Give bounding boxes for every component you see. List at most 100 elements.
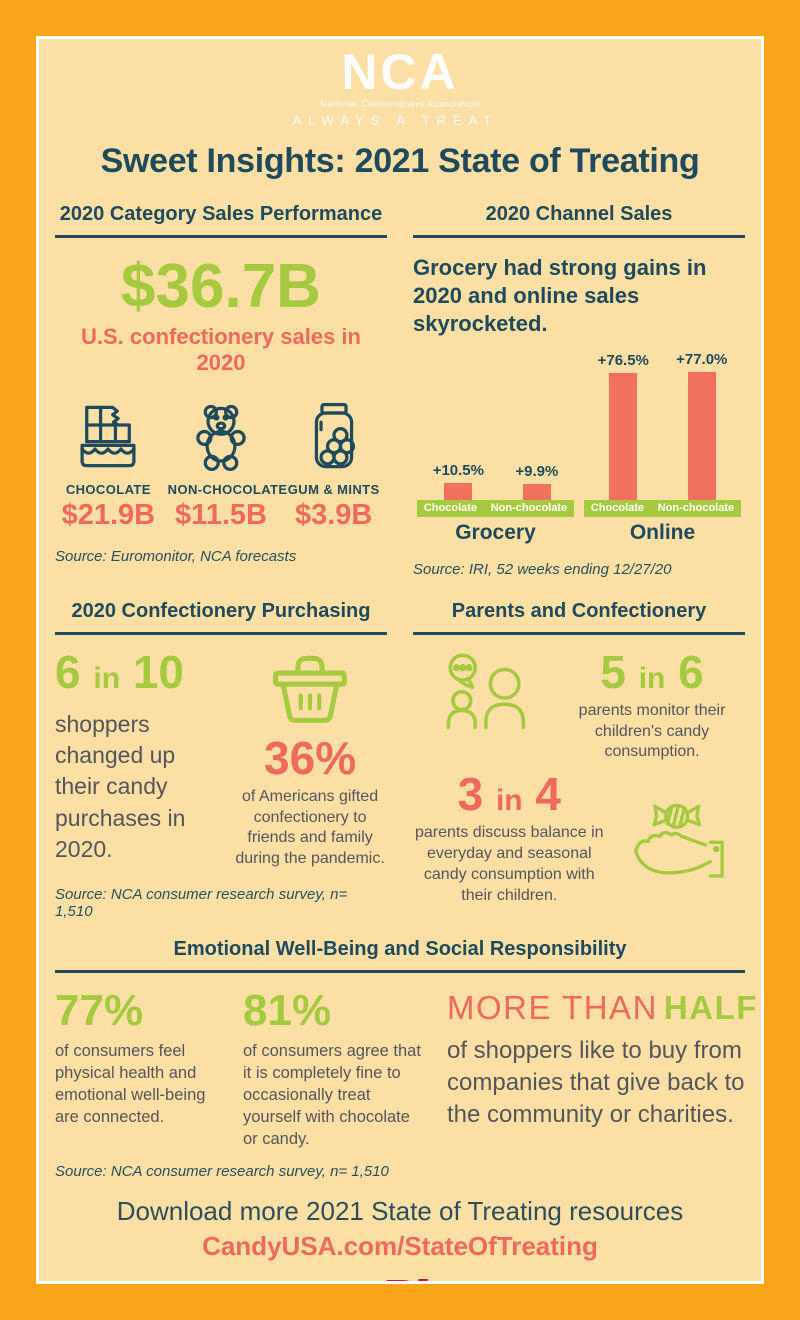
category-list: CHOCOLATE $21.9B NON-CHOCOLATE $11.5B [55,400,387,532]
bar-grocery-chocolate [444,482,473,500]
chart-group-label: Grocery [455,520,536,544]
infographic-canvas: NCA National Confectioners Association A… [36,36,764,1284]
total-sales-value: $36.7B [121,252,321,321]
chart-group-grocery: +10.5% +9.9% Chocolate Non-chocolate Grocery [417,350,574,545]
stat-77-percent: 77% [55,986,144,1035]
wellbeing-header: Emotional Well-Being and Social Responsi… [55,938,745,973]
bars-area: +10.5% +9.9% [417,350,574,500]
purchasing-source: Source: NCA consumer research survey, n=… [55,886,348,920]
purchasing-stat-6in10: 6 in 10 shoppers changed up their candy … [55,649,221,870]
bar-online-chocolate [609,372,638,500]
stat-in-word: in [93,661,121,695]
stat-3-in-4: 3 in 4 [413,771,606,817]
candy-jar-icon [314,403,355,469]
bar-wrap: +9.9% [515,463,558,500]
purchasing-stat-36pct: 36% of Americans gifted confectionery to… [233,649,387,870]
bar-wrap: +10.5% [433,462,484,500]
category-sales-header: 2020 Category Sales Performance [55,203,387,238]
category-value: $11.5B [175,499,267,531]
bar-value-label: +76.5% [597,351,649,369]
chart-group-label: Online [629,520,696,544]
section-parents: Parents and Confectionery 5 [413,600,745,920]
gummy-bear-icon [196,404,246,471]
made-possible-row: Made possible by: Blommer CHOCOLATE COMP… [39,1275,761,1281]
purchasing-content: 6 in 10 shoppers changed up their candy … [55,649,387,870]
chart-group-online: +76.5% +77.0% Chocolate Non-chocolate Online [584,350,741,545]
stat-number: 6 [678,645,704,698]
category-label: CHOCOLATE [65,482,151,497]
stat-81-percent: 81% [243,986,332,1035]
category-axis-band: Chocolate Non-chocolate [584,499,741,517]
stat-in-word: in [495,784,523,818]
blommer-logo: Blommer CHOCOLATE COMPANY [382,1275,579,1281]
stat-81-caption: of consumers agree that it is completely… [243,1042,421,1148]
wellbeing-stat-81: 81% of consumers agree that it is comple… [243,989,427,1151]
blommer-logo-name: Blommer [382,1275,579,1281]
channel-sales-chart: +10.5% +9.9% Chocolate Non-chocolate Grocery… [413,350,745,545]
stat-5-in-6: 5 in 6 [559,649,745,695]
section-wellbeing: Emotional Well-Being and Social Responsi… [39,938,761,973]
stat-number: 10 [132,645,184,698]
category-label: NON-CHOCOLATE [167,482,288,497]
row-behavior: 2020 Confectionery Purchasing 6 in 10 sh… [39,600,761,920]
bar-wrap: +77.0% [676,351,727,500]
parents-header: Parents and Confectionery [413,600,745,635]
stat-3in4-caption: parents discuss balance in everyday and … [414,824,604,904]
section-purchasing: 2020 Confectionery Purchasing 6 in 10 sh… [55,600,387,920]
stat-number: 3 [457,768,484,821]
more-than-text: MORE THAN [447,989,658,1026]
download-url-link[interactable]: CandyUSA.com/StateOfTreating [202,1230,598,1261]
nca-logo: NCA National Confectioners Association A… [39,47,761,128]
stat-in-word: in [638,661,666,695]
nca-logo-org-name: National Confectioners Association [320,99,480,109]
wellbeing-stat-77: 77% of consumers feel physical health an… [55,989,223,1151]
chocolate-bar-icon [80,405,136,468]
stat-6-in-10: 6 in 10 [55,649,221,695]
wellbeing-more-than-half: MORE THAN HALF of shoppers like to buy fr… [447,989,756,1151]
category-axis-band: Chocolate Non-chocolate [417,499,574,517]
parents-stat-3in4: 3 in 4 parents discuss balance in everyd… [413,771,606,906]
category-value: $3.9B [294,499,373,531]
bar-wrap: +76.5% [598,352,649,500]
band-category-label: Chocolate [590,502,645,515]
band-category-label: Non-chocolate [657,502,735,515]
stat-36-percent: 36% [264,731,357,784]
more-than-half-caption: of shoppers like to buy from companies t… [447,1037,745,1128]
bar-value-label: +77.0% [676,350,728,368]
parents-icon-cell-2 [606,797,745,881]
parents-row-1: 5 in 6 parents monitor their children's … [413,649,745,763]
stat-number: 4 [535,768,561,821]
wellbeing-content: 77% of consumers feel physical health an… [39,989,761,1151]
category-gum-mints: GUM & MINTS $3.9B [280,400,387,532]
channel-sales-header: 2020 Channel Sales [413,203,745,238]
purchasing-header: 2020 Confectionery Purchasing [55,600,387,635]
row-sales: 2020 Category Sales Performance $36.7B U… [39,203,761,578]
section-category-sales: 2020 Category Sales Performance $36.7B U… [55,203,387,578]
stat-number: 5 [600,645,626,698]
more-than-half-headline: MORE THAN HALF [447,989,756,1027]
parents-stat-5in6: 5 in 6 parents monitor their children's … [559,649,745,763]
bar-value-label: +10.5% [432,461,484,479]
nca-logo-acronym: NCA [341,44,459,100]
category-label: GUM & MINTS [287,482,380,497]
section-channel-sales: 2020 Channel Sales Grocery had strong ga… [413,203,745,578]
bars-area: +76.5% +77.0% [584,350,741,500]
parents-row-2: 3 in 4 parents discuss balance in everyd… [413,771,745,906]
half-text: HALF [663,989,758,1026]
stat-36-caption: of Americans gifted confectionery to fri… [235,787,385,868]
category-sales-source: Source: Euromonitor, NCA forecasts [55,548,297,565]
nca-logo-tagline: ALWAYS A TREAT. [292,113,508,128]
bar-value-label: +9.9% [515,462,559,480]
stat-5in6-caption: parents monitor their children's candy c… [578,701,726,761]
band-category-label: Non-chocolate [490,502,568,515]
channel-sales-source: Source: IRI, 52 weeks ending 12/27/20 [413,560,672,578]
category-non-chocolate: NON-CHOCOLATE $11.5B [167,400,288,532]
stat-77-caption: of consumers feel physical health and em… [55,1042,206,1126]
stat-6in10-caption: shoppers changed up their candy purchase… [55,710,186,862]
page-title: Sweet Insights: 2021 State of Treating [100,142,700,180]
parent-child-chat-icon [446,653,526,730]
parents-icon-cell [413,649,559,731]
total-sales-caption: U.S. confectionery sales in 2020 [81,324,361,375]
category-chocolate: CHOCOLATE $21.9B [55,400,162,532]
download-text: Download more 2021 State of Treating res… [116,1195,684,1226]
